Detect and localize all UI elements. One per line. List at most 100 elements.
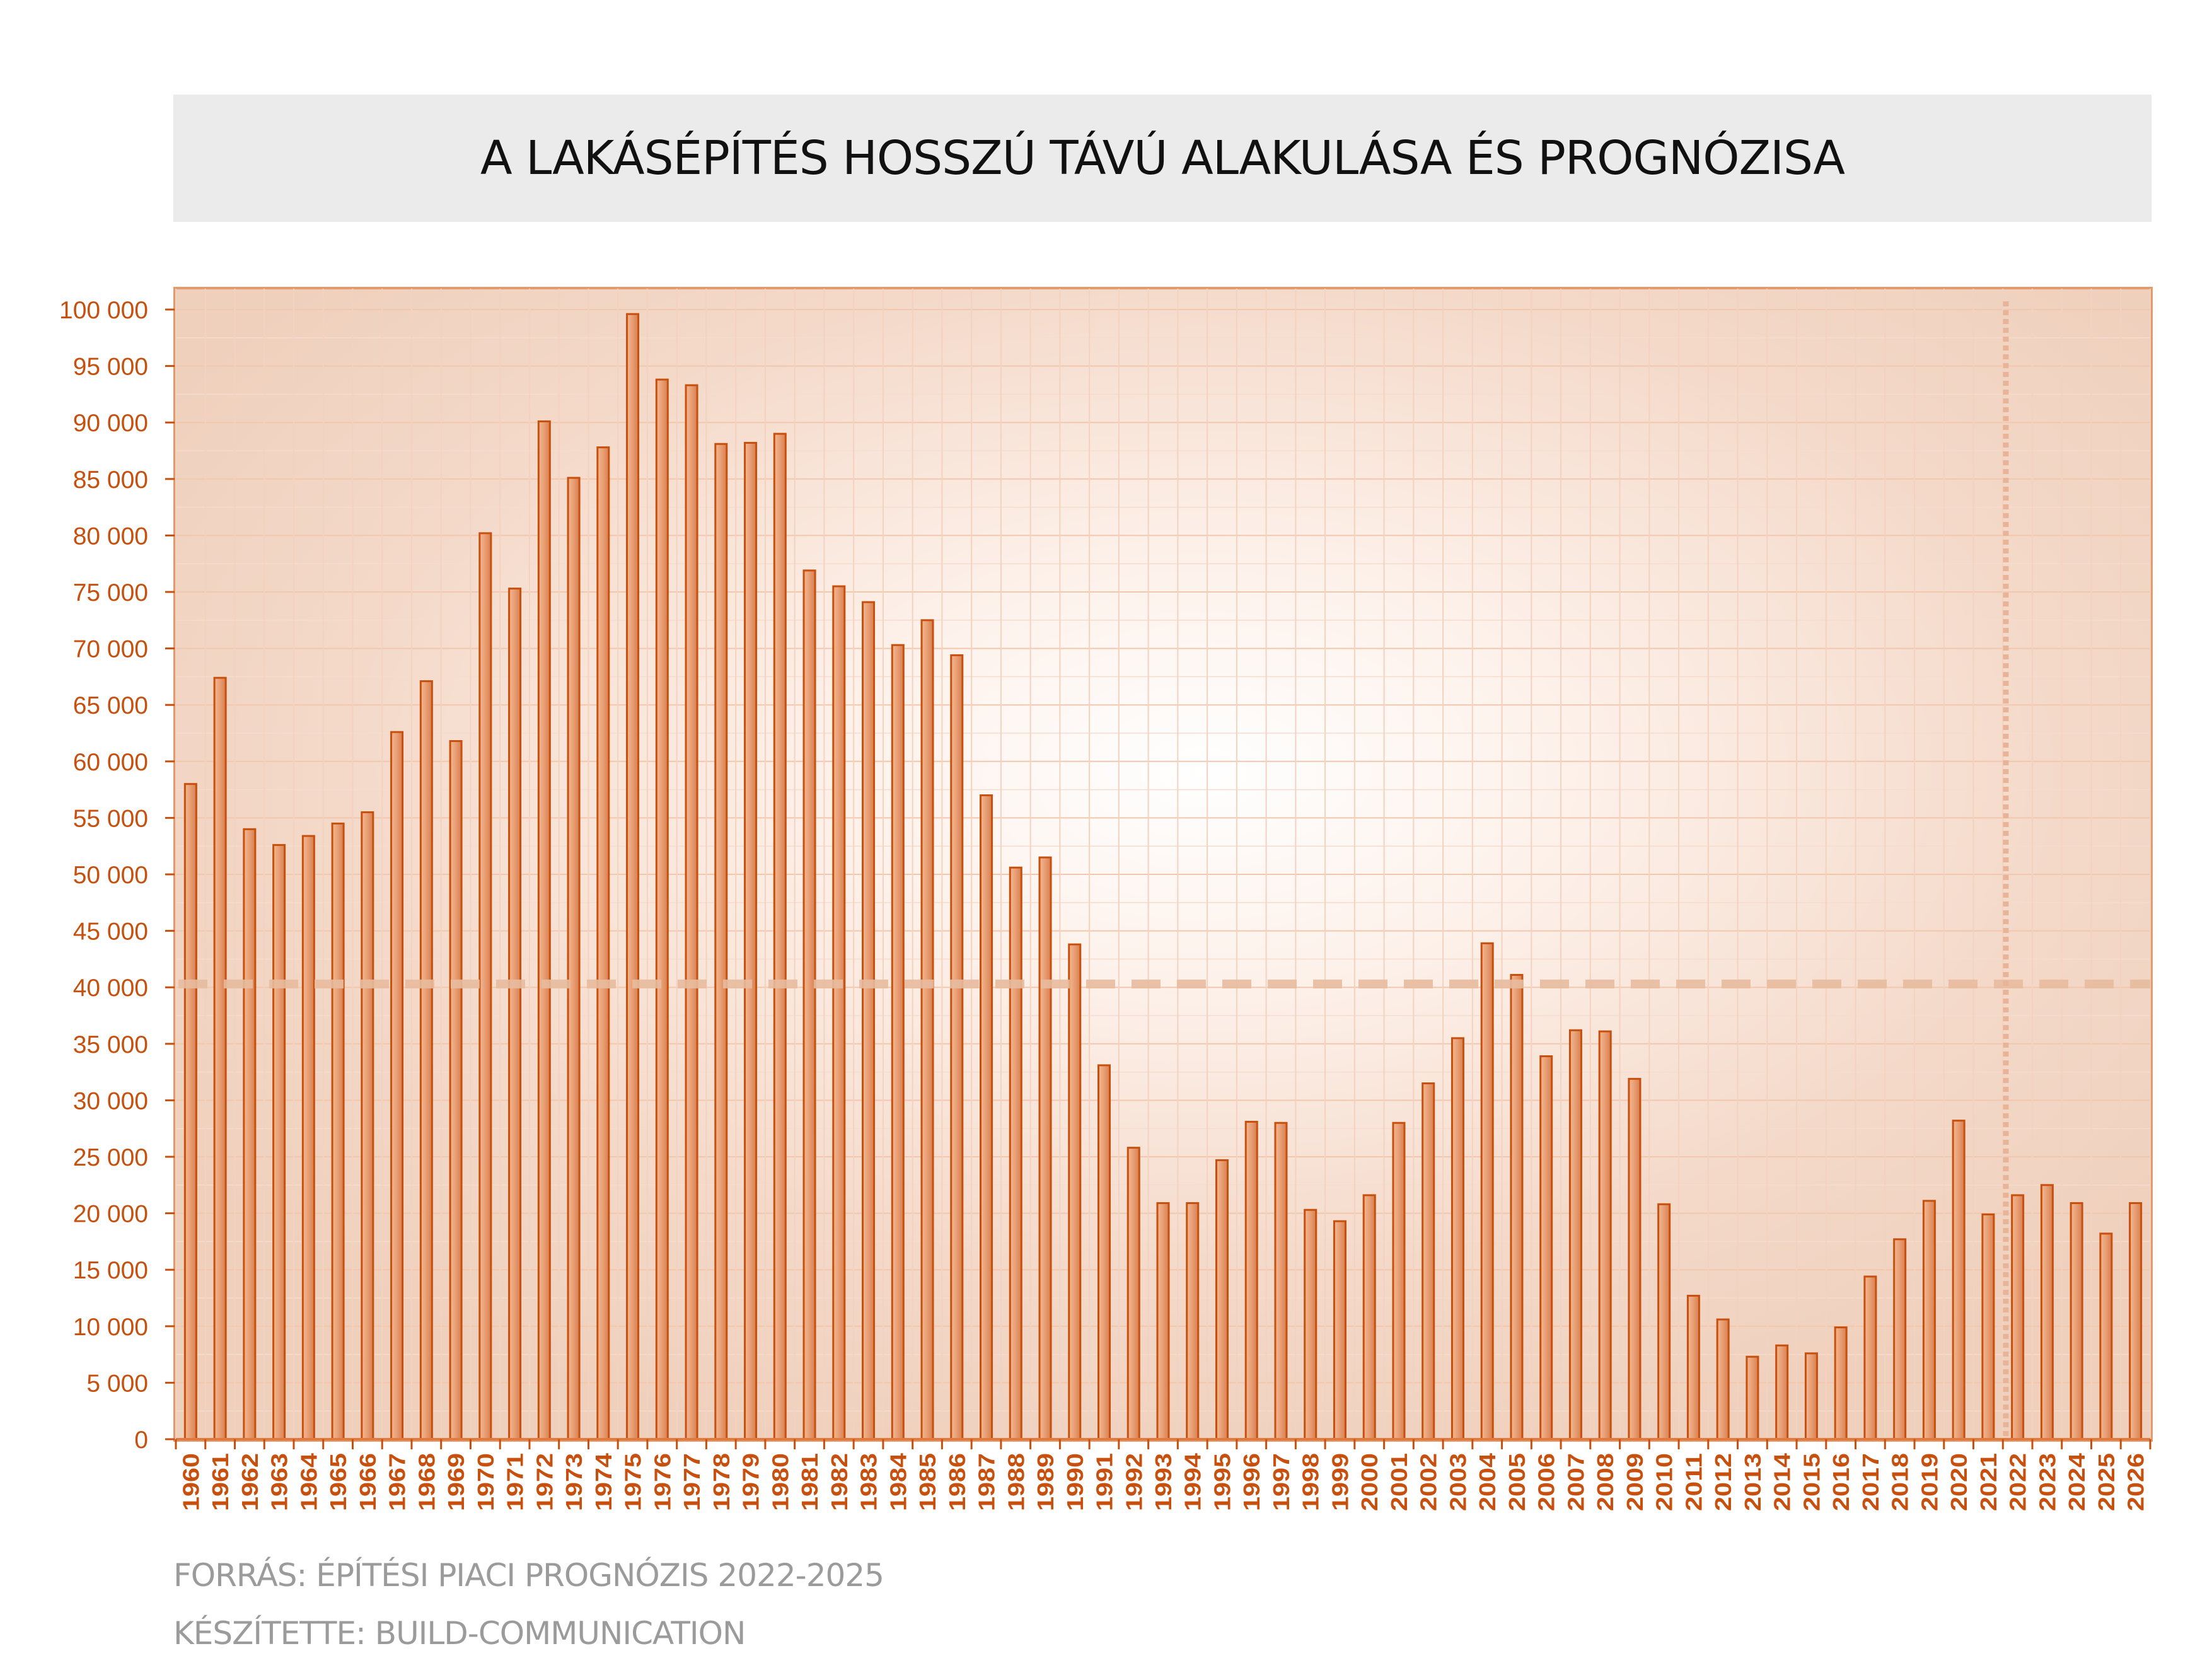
x-tick-label: 1975 [620,1453,646,1511]
bar-1989 [1038,856,1052,1440]
bar-1991 [1097,1064,1111,1440]
x-tick-label: 1986 [944,1453,970,1511]
x-tick-label: 1998 [1298,1453,1324,1511]
x-tick-label: 1978 [709,1453,734,1511]
x-tick-label: 2016 [1828,1453,1854,1511]
bar-2010 [1657,1203,1671,1440]
y-tick-label: 5 000 [86,1370,148,1397]
x-tick-label: 1981 [797,1453,823,1511]
bar-1996 [1244,1120,1258,1440]
bar-1992 [1126,1147,1140,1440]
x-tick-label: 2012 [1710,1453,1736,1511]
bar-1972 [537,420,551,1440]
chart-title: A LAKÁSÉPÍTÉS HOSSZÚ TÁVÚ ALAKULÁSA ÉS P… [480,131,1845,185]
y-tick-label: 35 000 [73,1031,148,1058]
y-tick-label: 65 000 [73,692,148,719]
x-tick-label: 2023 [2034,1453,2060,1511]
x-tick-label: 1963 [267,1453,292,1511]
x-tick-label: 1995 [1209,1453,1235,1511]
bar-1974 [596,446,610,1440]
bar-2011 [1686,1294,1700,1440]
x-tick-label: 1990 [1062,1453,1088,1511]
bar-1987 [980,794,993,1440]
bar-1983 [862,601,876,1440]
y-tick-label: 75 000 [73,579,148,606]
x-tick-label: 2026 [2123,1453,2149,1511]
x-tick-label: 2021 [1976,1453,2001,1511]
x-tick-label: 1974 [591,1453,617,1511]
x-tick-label: 2004 [1474,1453,1500,1511]
y-tick-label: 60 000 [73,749,148,776]
bar-2019 [1922,1200,1936,1440]
x-tick-label: 1972 [531,1453,557,1511]
x-tick-label: 2002 [1416,1453,1442,1511]
x-tick-label: 2014 [1769,1453,1795,1511]
bar-1985 [920,619,934,1440]
bar-1960 [183,783,197,1440]
bar-2006 [1539,1055,1553,1440]
bar-1961 [213,676,227,1440]
bar-1968 [419,680,433,1440]
bar-2025 [2099,1232,2113,1440]
bar-1993 [1156,1202,1170,1440]
bar-2008 [1598,1030,1612,1440]
x-axis: 1960 1961 1962 1963 1964 1965 1966 1967 1968 1969… [175,1438,2151,1511]
bar-2021 [1981,1213,1995,1440]
bar-1981 [802,569,816,1440]
x-tick-label: 2011 [1681,1453,1706,1511]
bar-2020 [1952,1120,1966,1440]
x-tick-label: 1979 [738,1453,764,1511]
title-bar: A LAKÁSÉPÍTÉS HOSSZÚ TÁVÚ ALAKULÁSA ÉS P… [173,95,2151,222]
bar-1979 [744,441,758,1440]
x-tick-label: 1980 [767,1453,793,1511]
bar-series [183,313,2143,1440]
bar-1980 [773,432,787,1440]
bar-1963 [272,843,286,1440]
bar-1969 [449,740,463,1440]
x-tick-label: 1962 [237,1453,263,1511]
x-tick-label: 2007 [1563,1453,1589,1511]
x-tick-label: 2013 [1740,1453,1766,1511]
y-tick-label: 55 000 [73,805,148,832]
x-tick-label: 1977 [679,1453,705,1511]
x-tick-label: 2010 [1652,1453,1677,1511]
y-tick-label: 20 000 [73,1201,148,1228]
x-tick-label: 2009 [1622,1453,1648,1511]
x-tick-label: 1988 [1003,1453,1029,1511]
bar-1997 [1274,1121,1288,1440]
x-tick-label: 1968 [414,1453,439,1511]
bar-2014 [1775,1344,1789,1440]
x-tick-label: 1960 [178,1453,204,1511]
x-tick-label: 2003 [1445,1453,1471,1511]
bar-1962 [243,828,257,1440]
bar-2015 [1804,1352,1818,1440]
bar-2007 [1568,1029,1582,1440]
y-tick-label: 90 000 [73,410,148,437]
x-tick-label: 1983 [856,1453,882,1511]
x-tick-label: 1961 [207,1453,233,1511]
x-tick-label: 2025 [2093,1453,2119,1511]
bar-2004 [1480,942,1494,1440]
x-tick-label: 1976 [649,1453,675,1511]
author-note: KÉSZÍTETTE: BUILD-COMMUNICATION [173,1615,746,1652]
x-tick-label: 1971 [502,1453,528,1511]
x-tick-label: 2019 [1916,1453,1942,1511]
bar-2018 [1893,1238,1907,1440]
bar-1964 [301,835,315,1440]
bar-2000 [1362,1194,1376,1440]
bar-1999 [1333,1220,1346,1440]
x-tick-label: 2006 [1534,1453,1560,1511]
bar-1982 [832,585,846,1440]
x-tick-label: 1996 [1239,1453,1265,1511]
y-tick-label: 85 000 [73,466,148,494]
bar-1976 [655,378,669,1440]
y-tick-label: 95 000 [73,354,148,381]
x-tick-label: 1964 [296,1453,321,1511]
x-tick-label: 2022 [2005,1453,2031,1511]
bar-2023 [2040,1184,2054,1440]
x-tick-label: 2024 [2064,1453,2090,1511]
bar-1984 [891,644,905,1440]
bar-1967 [390,731,404,1440]
x-tick-label: 1984 [885,1453,911,1511]
y-tick-label: 100 000 [59,297,148,324]
